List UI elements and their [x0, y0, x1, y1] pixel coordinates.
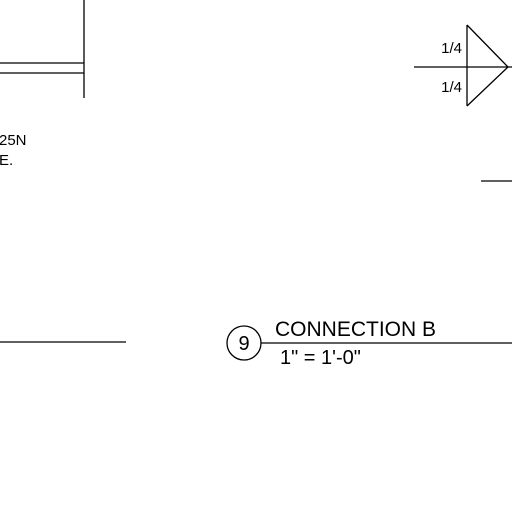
note-line-1: 25N [0, 132, 27, 149]
detail-title-block: 9 CONNECTION B 1" = 1'-0" [226, 318, 512, 369]
note-line-2: E. [0, 152, 13, 169]
weld-symbol: 1/4 1/4 [414, 24, 512, 107]
plate-detail [0, 0, 85, 98]
detail-scale: 1" = 1'-0" [280, 347, 361, 369]
weld-fillet-triangle [466, 24, 509, 107]
weld-size-bottom: 1/4 [441, 79, 462, 96]
detail-title: CONNECTION B [275, 318, 436, 341]
general-note: 25N E. [0, 132, 27, 169]
weld-size-top: 1/4 [441, 40, 462, 57]
detail-number: 9 [238, 333, 249, 355]
